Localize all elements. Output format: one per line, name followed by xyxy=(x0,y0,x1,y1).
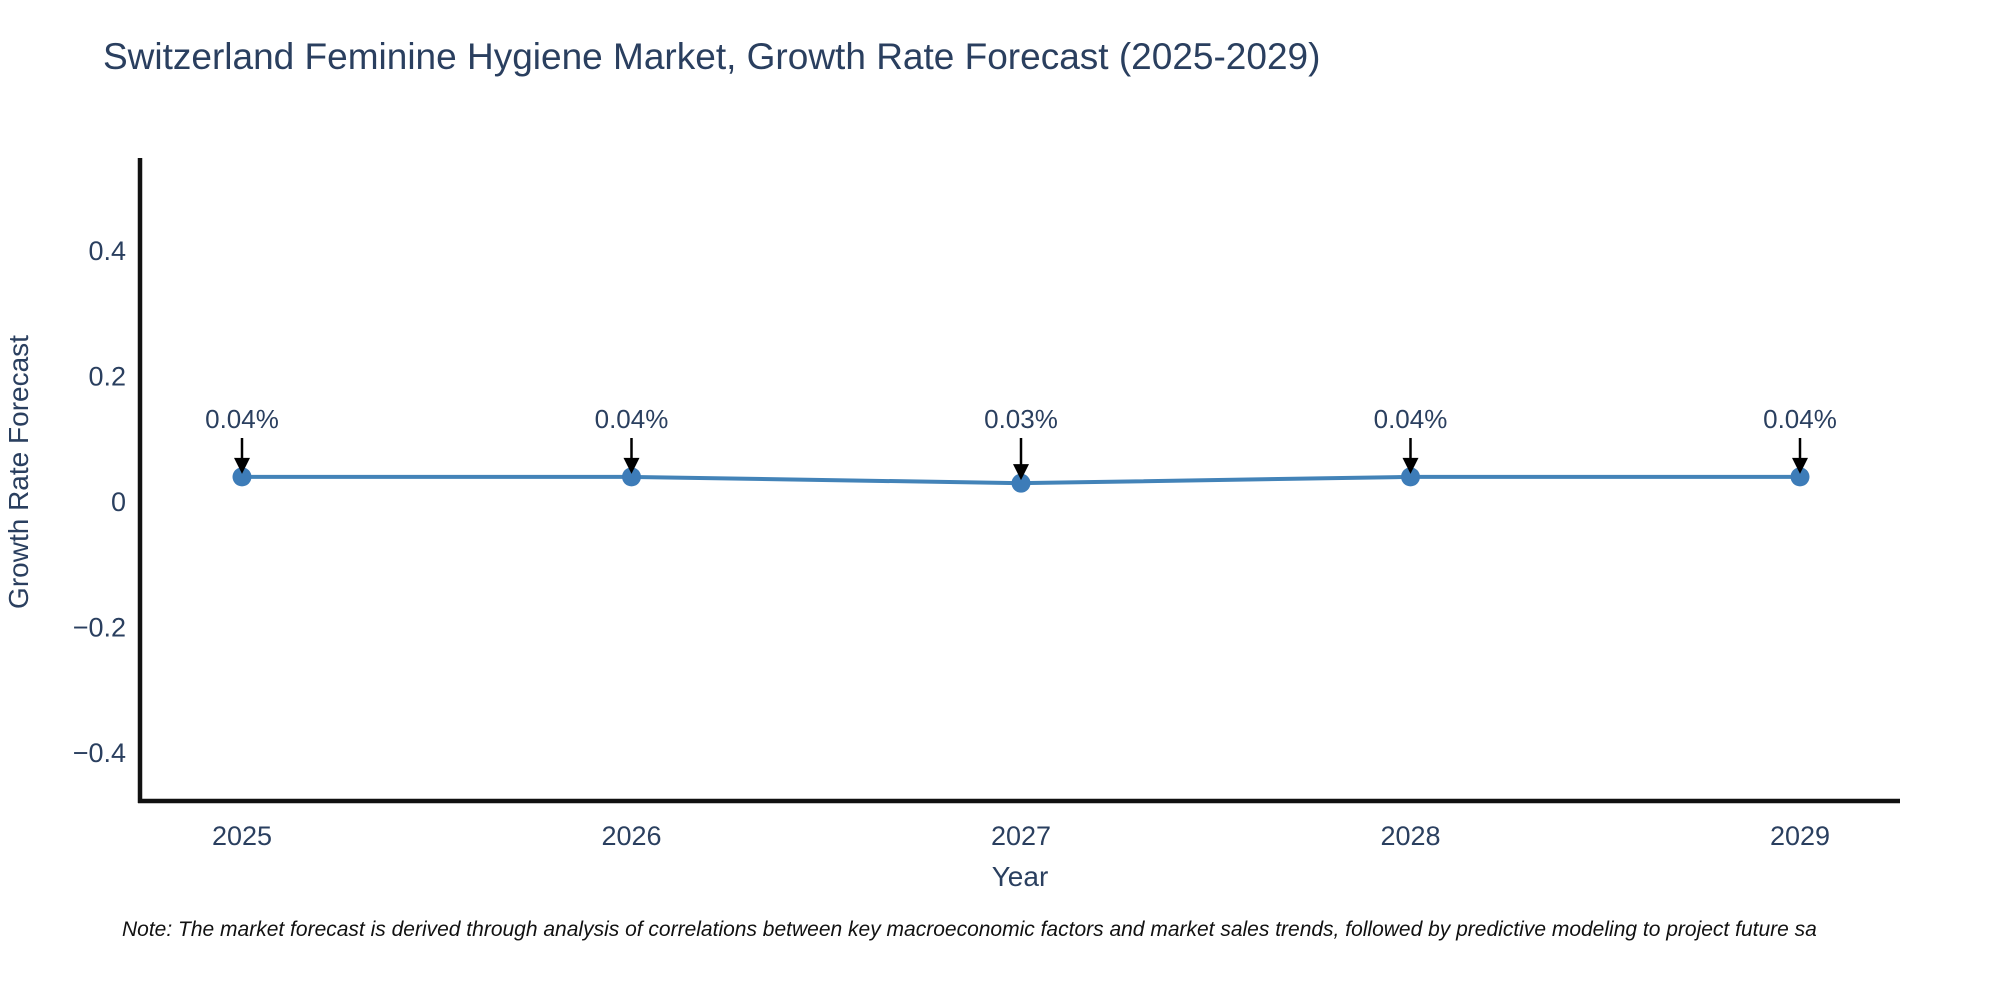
point-annotation-label: 0.04% xyxy=(1763,404,1837,434)
annotation-arrow-head xyxy=(1792,457,1808,474)
chart-title: Switzerland Feminine Hygiene Market, Gro… xyxy=(103,36,1321,77)
point-annotation-label: 0.03% xyxy=(984,404,1058,434)
point-annotation-label: 0.04% xyxy=(205,404,279,434)
x-tick-label: 2025 xyxy=(212,821,272,851)
point-annotation-label: 0.04% xyxy=(1374,404,1448,434)
line-chart: 0.4 0.2 0 −0.2 −0.4 2025 2026 2027 2028 2029 Gro… xyxy=(3,158,1900,892)
y-axis-title: Growth Rate Forecast xyxy=(3,335,34,609)
point-annotation: 0.04% xyxy=(1763,404,1837,474)
data-point-marker xyxy=(232,467,252,487)
axes xyxy=(137,158,1900,804)
x-tick-label: 2026 xyxy=(601,821,661,851)
y-tick-label: −0.2 xyxy=(73,613,126,643)
x-tick-label: 2028 xyxy=(1380,821,1440,851)
x-axis-ticks: 2025 2026 2027 2028 2029 xyxy=(212,821,1830,851)
y-tick-label: 0 xyxy=(111,487,126,517)
x-tick-label: 2029 xyxy=(1770,821,1830,851)
data-series xyxy=(232,467,1810,493)
data-point-marker xyxy=(1790,467,1810,487)
annotation-arrow-head xyxy=(1013,464,1029,481)
footnote: Note: The market forecast is derived thr… xyxy=(122,918,1817,941)
y-tick-label: 0.4 xyxy=(88,236,126,266)
data-point-marker xyxy=(1011,473,1031,493)
point-annotation: 0.04% xyxy=(1374,404,1448,474)
annotation-arrow-head xyxy=(1402,457,1419,474)
data-point-marker xyxy=(1401,467,1420,487)
point-annotation: 0.03% xyxy=(984,404,1058,481)
point-annotation-label: 0.04% xyxy=(595,404,669,434)
y-tick-label: −0.4 xyxy=(73,738,126,768)
point-annotation: 0.04% xyxy=(595,404,669,474)
annotation-arrow-head xyxy=(234,457,250,474)
y-axis-ticks: 0.4 0.2 0 −0.2 −0.4 xyxy=(73,236,126,768)
y-tick-label: 0.2 xyxy=(88,362,126,392)
data-point-marker xyxy=(622,467,641,487)
point-annotations: 0.04% 0.04% 0.03% 0.04% 0.04% xyxy=(205,404,1837,481)
x-tick-label: 2027 xyxy=(991,821,1051,851)
point-annotation: 0.04% xyxy=(205,404,279,474)
annotation-arrow-head xyxy=(623,457,640,474)
x-axis-title: Year xyxy=(992,861,1049,892)
